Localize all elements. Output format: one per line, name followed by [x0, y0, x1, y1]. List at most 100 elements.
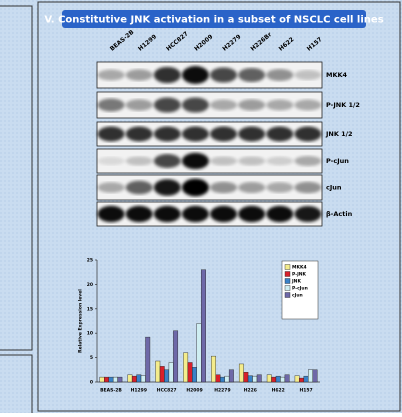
- x-tick-label: H2009: [186, 388, 202, 394]
- band: [98, 206, 125, 222]
- band: [154, 154, 181, 168]
- band: [266, 127, 293, 142]
- band: [238, 99, 265, 110]
- legend-swatch: [285, 265, 290, 270]
- row-label: JNK 1/2: [325, 130, 353, 138]
- band: [98, 157, 125, 165]
- y-tick-label: 10: [87, 331, 93, 337]
- legend-label: cJun: [292, 293, 303, 299]
- band: [126, 156, 153, 165]
- band: [210, 127, 237, 142]
- band: [210, 206, 237, 222]
- bar: [229, 370, 233, 382]
- bar: [160, 366, 164, 382]
- y-tick-label: 0: [90, 380, 93, 386]
- bar: [271, 377, 275, 382]
- bar: [313, 370, 317, 382]
- bar: [304, 376, 308, 382]
- band: [98, 70, 125, 81]
- bar: [216, 375, 220, 382]
- band: [238, 206, 265, 222]
- band: [154, 127, 181, 142]
- legend-label: P-cJun: [292, 286, 308, 292]
- y-axis-label: Relative Expression level: [78, 289, 84, 353]
- band: [154, 206, 181, 222]
- legend-label: P-JNK: [292, 272, 307, 278]
- bar: [100, 377, 104, 382]
- bar: [113, 377, 117, 382]
- band: [126, 206, 153, 222]
- bar: [267, 375, 271, 382]
- bar: [156, 361, 160, 382]
- bar: [188, 362, 192, 382]
- bar: [211, 356, 215, 382]
- y-tick-label: 20: [87, 282, 93, 288]
- bar: [128, 375, 132, 382]
- page: V. Constitutive JNK activation in a subs…: [0, 0, 402, 413]
- band: [182, 127, 209, 142]
- legend-label: JNK: [291, 279, 301, 285]
- bar: [201, 270, 205, 382]
- bar: [253, 376, 257, 382]
- band: [210, 67, 237, 82]
- band: [238, 127, 265, 142]
- band: [182, 66, 209, 84]
- band: [238, 68, 265, 82]
- band: [154, 67, 181, 83]
- band: [266, 100, 293, 111]
- bar: [225, 376, 229, 382]
- band: [294, 127, 321, 142]
- band: [126, 69, 153, 80]
- band: [182, 97, 209, 112]
- band: [238, 182, 265, 193]
- band: [266, 182, 293, 193]
- bar: [192, 367, 196, 382]
- band: [98, 99, 125, 112]
- panel-title: V. Constitutive JNK activation in a subs…: [44, 15, 383, 26]
- band: [154, 179, 181, 196]
- bar: [104, 377, 108, 382]
- band: [210, 156, 237, 165]
- legend-swatch: [285, 279, 290, 284]
- band: [182, 206, 209, 222]
- bar: [197, 323, 201, 382]
- bar: [137, 375, 141, 382]
- row-label: MKK4: [326, 71, 348, 79]
- band: [182, 153, 209, 169]
- band: [294, 100, 321, 111]
- band: [238, 156, 265, 165]
- band: [126, 181, 153, 195]
- bar: [257, 375, 261, 382]
- bar: [118, 377, 122, 382]
- row-label: P-JNK 1/2: [326, 101, 360, 109]
- bar: [141, 376, 145, 382]
- x-tick-label: BEAS-2B: [100, 388, 122, 394]
- y-tick-label: 5: [90, 355, 93, 361]
- bar: [276, 376, 280, 382]
- legend-swatch: [285, 272, 290, 277]
- bar: [169, 362, 173, 382]
- x-tick-label: H2279: [214, 388, 230, 394]
- bar: [308, 370, 312, 382]
- band: [266, 206, 293, 222]
- bar: [280, 377, 284, 382]
- band: [210, 100, 237, 111]
- legend-label: MKK4: [292, 265, 307, 271]
- bar: [132, 376, 136, 382]
- band: [266, 157, 293, 166]
- bar: [146, 337, 150, 382]
- band: [294, 182, 321, 194]
- bar: [295, 376, 299, 382]
- bar: [173, 331, 177, 382]
- legend-swatch: [285, 293, 290, 298]
- band: [126, 99, 153, 110]
- x-tick-label: HCC827: [157, 388, 177, 394]
- bar: [109, 377, 113, 382]
- y-tick-label: 25: [87, 258, 93, 264]
- x-tick-label: H1299: [131, 388, 147, 394]
- legend-swatch: [285, 286, 290, 291]
- row-label: cJun: [326, 184, 342, 192]
- band: [126, 127, 153, 142]
- band: [294, 156, 321, 166]
- band: [98, 127, 125, 142]
